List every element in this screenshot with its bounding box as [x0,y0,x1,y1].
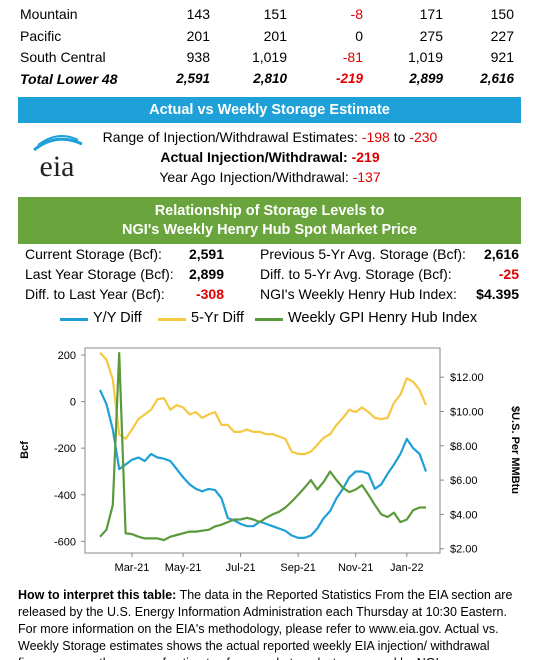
header-line: NGI's Weekly Henry Hub Spot Market Price [122,222,417,238]
stat-label: Previous 5-Yr Avg. Storage (Bcf): [260,246,466,262]
chart: -600 -400 -200 0 200 $2.00 $4.00 $6.00 $8.00 $10.… [19,347,521,574]
y-tick-label: -600 [54,536,76,548]
stat-value: -25 [498,266,519,282]
row-label: Pacific [20,27,62,44]
y-tick-label: -400 [54,490,76,502]
row-label: Total Lower 48 [20,70,118,87]
cell: 1,019 [251,49,287,65]
note-heading: How to interpret this table: [18,588,177,602]
y-tick-label: 0 [70,397,76,409]
stat-label: Last Year Storage (Bcf): [25,266,174,282]
stat-value: $4.395 [476,286,519,302]
stat-value: -308 [195,286,224,302]
series-line [99,351,428,456]
cell: 0 [355,27,363,44]
label: Range of Injection/Withdrawal Estimates: [102,129,358,145]
label: Year Ago Injection/Withdrawal: [159,169,349,185]
stat-value: 2,616 [483,246,519,262]
value: -137 [352,169,381,185]
stat-label: Diff. to Last Year (Bcf): [25,286,165,302]
year-ago-line: Year Ago Injection/Withdrawal: -137 [0,169,540,185]
y2-tick-label: $10.00 [450,406,484,418]
stat-value: 2,591 [188,246,224,262]
y2-tick-label: $6.00 [450,475,478,487]
x-tick-label: Jul-21 [226,562,256,574]
legend-label: 5-Yr Diff [191,310,244,326]
logo-arc [33,137,83,152]
cell: 2,591 [176,70,210,86]
estimate-header: Actual vs Weekly Storage Estimate [18,97,521,123]
cell: -219 [335,70,363,86]
legend-swatch [255,318,283,321]
eia-logo: eia [33,135,83,183]
note-text: The data in the Reported Statistics From… [18,588,513,660]
cell: 171 [419,6,443,22]
y-tick-label: 200 [58,350,76,362]
range-line: Range of Injection/Withdrawal Estimates:… [0,129,540,145]
stat-label: NGI's Weekly Henry Hub Index: [260,286,457,302]
value: -198 [361,129,390,145]
y2-tick-label: $2.00 [450,544,478,556]
stat-value: 2,899 [188,266,224,282]
x-tick-label: Mar-21 [115,562,150,574]
value: -230 [409,129,438,145]
cell: 275 [419,27,443,44]
logo-arc [37,135,79,146]
value: -219 [351,149,380,165]
header-line: Relationship of Storage Levels to [154,203,385,219]
cell: -8 [350,6,363,22]
actual-line: Actual Injection/Withdrawal: -219 [0,149,540,165]
cell: -81 [342,49,363,65]
cell: 2,899 [409,70,443,86]
cell: 201 [186,27,210,44]
cell: 201 [263,27,287,44]
x-tick-label: Jan-22 [390,562,424,574]
cell: 1,019 [407,49,443,65]
cell: 938 [186,49,210,65]
note: How to interpret this table: The data in… [18,587,524,660]
y-axis-label: Bcf [19,441,31,459]
legend-swatch [60,318,88,321]
x-tick-label: Sep-21 [280,562,315,574]
series-line [99,352,426,542]
y2-tick-label: $12.00 [450,372,484,384]
y2-tick-label: $4.00 [450,509,478,521]
legend-label: Weekly GPI Henry Hub Index [288,310,478,326]
y2-axis-label: $U.S. Per MMBtu [509,406,521,494]
cell: 143 [186,6,210,22]
cell: 150 [490,6,514,22]
cell: 921 [490,49,514,65]
cell: 151 [263,6,287,22]
legend-swatch [158,318,186,321]
cell: 227 [490,27,514,44]
x-tick-label: May-21 [165,562,202,574]
cell: 2,810 [253,70,287,86]
y2-tick-label: $8.00 [450,441,478,453]
row-label: South Central [20,49,106,65]
logo-text: eia [40,150,75,183]
row-label: Mountain [20,6,78,22]
x-tick-label: Nov-21 [338,562,373,574]
plot-area [84,347,441,554]
series-line [98,389,428,539]
label: Actual Injection/Withdrawal: [160,149,348,165]
legend-label: Y/Y Diff [93,310,142,326]
label: to [393,129,406,145]
relationship-header: Relationship of Storage Levels to NGI's … [18,197,521,244]
stat-label: Current Storage (Bcf): [25,246,162,262]
stat-label: Diff. to 5-Yr Avg. Storage (Bcf): [260,266,452,282]
y-tick-label: -200 [54,443,76,455]
cell: 2,616 [480,70,514,86]
